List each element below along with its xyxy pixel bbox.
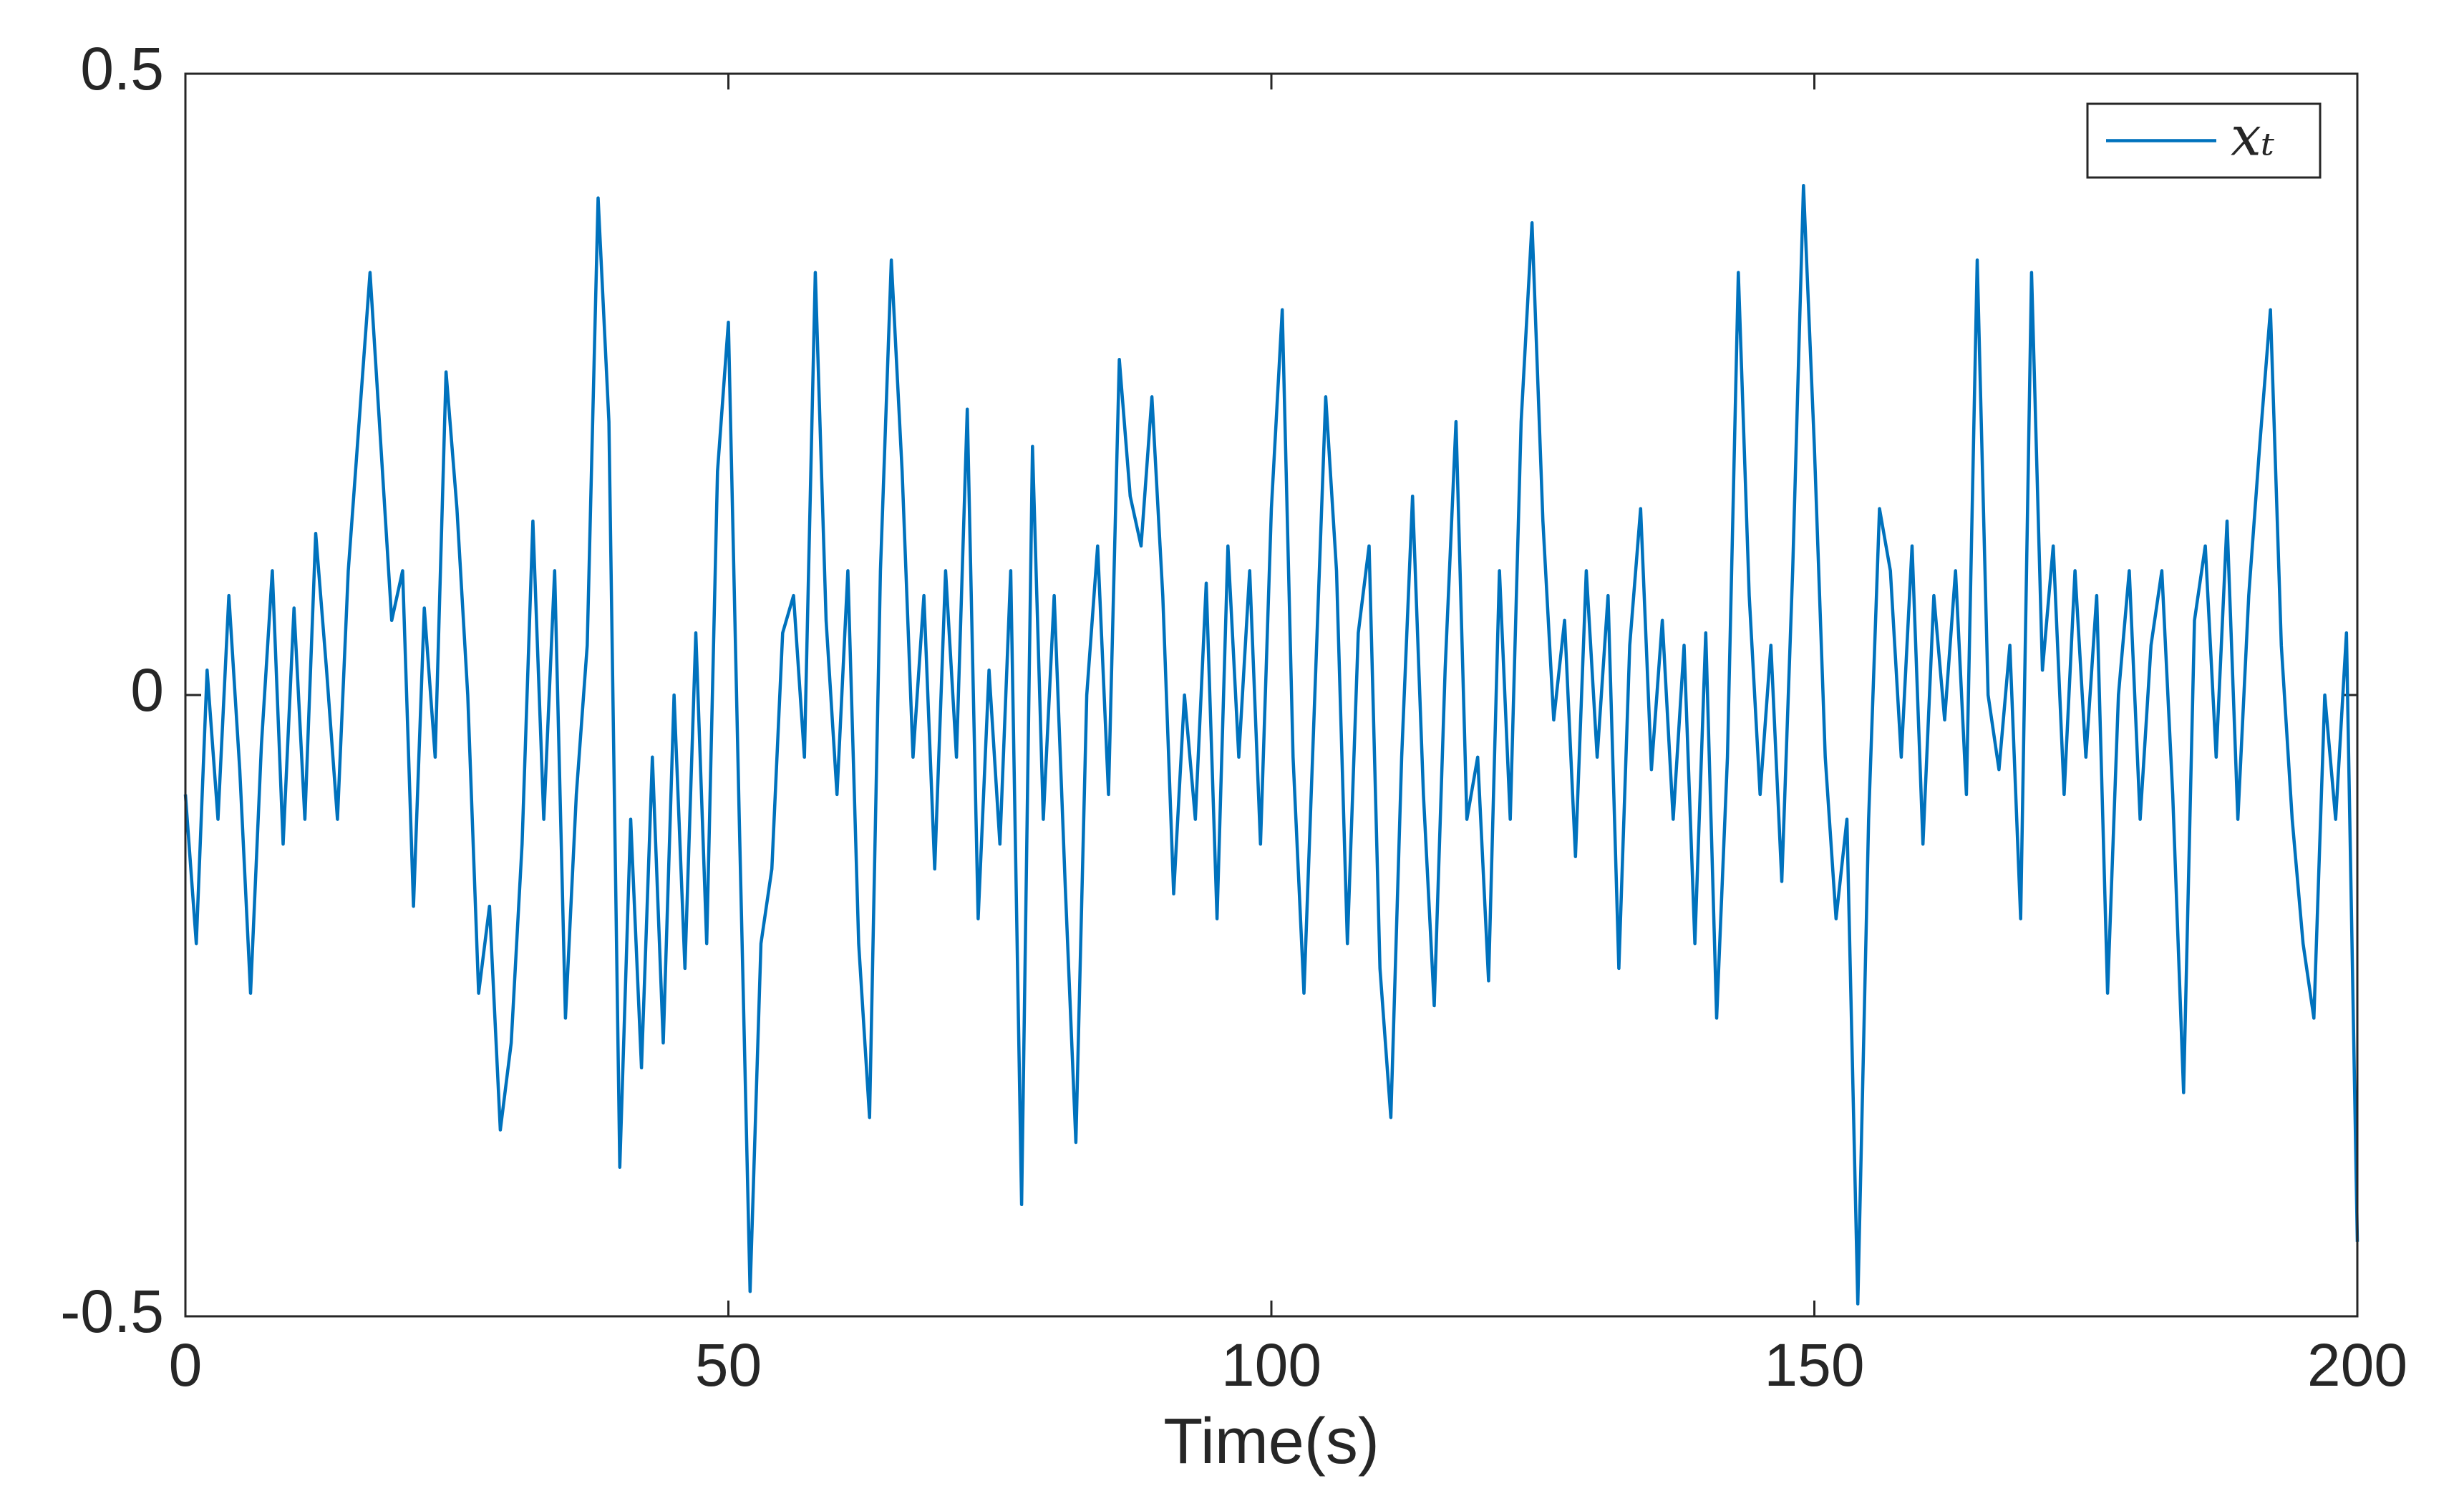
x-tick-label: 50 <box>695 1331 762 1399</box>
x-tick-label: 150 <box>1764 1331 1864 1399</box>
x-axis-label: Time(s) <box>1163 1406 1379 1477</box>
x-tick-label: 100 <box>1221 1331 1321 1399</box>
y-tick-label: -0.5 <box>60 1278 164 1345</box>
x-tick-label: 200 <box>2307 1331 2407 1399</box>
y-tick-label: 0 <box>130 656 164 724</box>
axes-box <box>184 72 2359 1318</box>
legend-label: 𝑥ₜ <box>2231 105 2275 168</box>
x-tick-label: 0 <box>169 1331 203 1399</box>
data-line <box>183 183 2359 1306</box>
y-tick-label: 0.5 <box>80 35 164 102</box>
